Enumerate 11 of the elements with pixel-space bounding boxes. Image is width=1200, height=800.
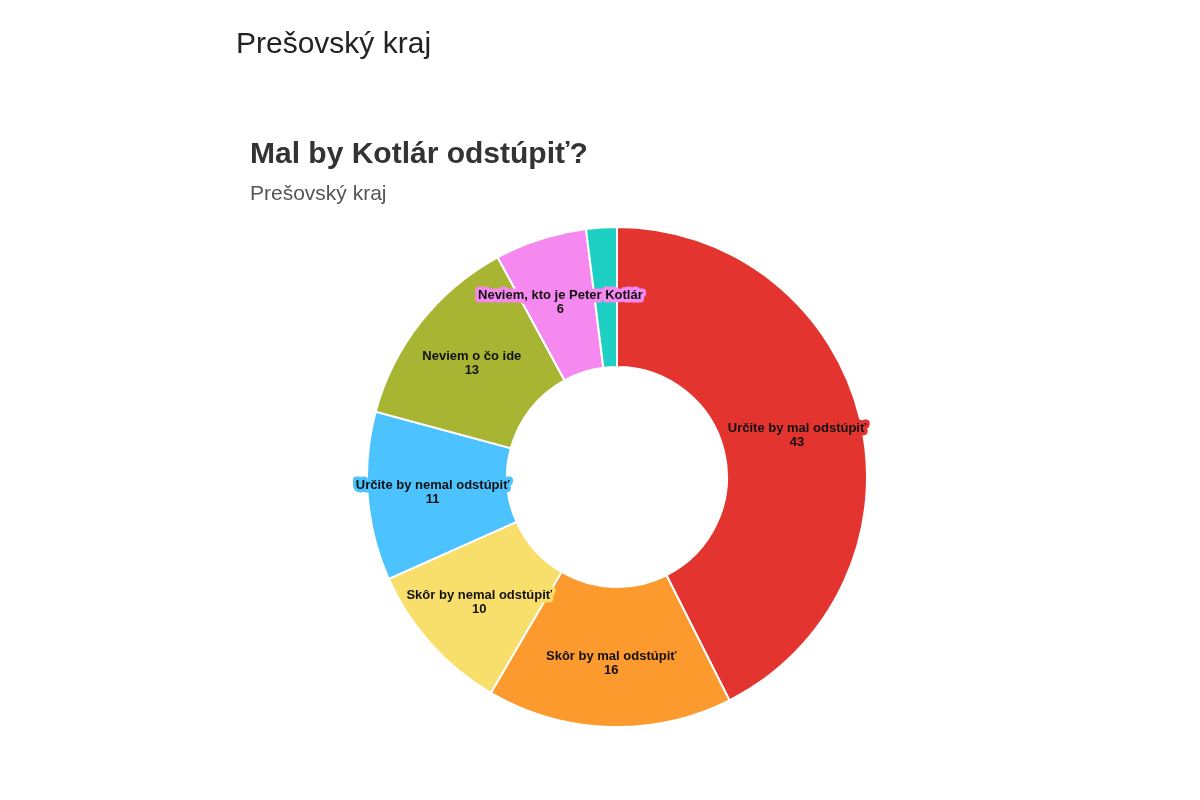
- slice-label: Skôr by mal odstúpiť: [546, 647, 678, 663]
- data-label: 16: [604, 661, 619, 677]
- chart-title: Mal by Kotlár odstúpiť?: [250, 136, 588, 169]
- slice-label: Neviem o čo ide: [422, 348, 522, 364]
- data-label: 6: [556, 300, 564, 316]
- text: Prešovský kraj: [236, 26, 432, 59]
- data-label: 10: [472, 600, 487, 616]
- chart-subtitle: Prešovský kraj: [250, 181, 387, 204]
- data-label: 11: [425, 491, 440, 507]
- data-label: 43: [789, 434, 805, 450]
- data-label: 13: [464, 362, 480, 378]
